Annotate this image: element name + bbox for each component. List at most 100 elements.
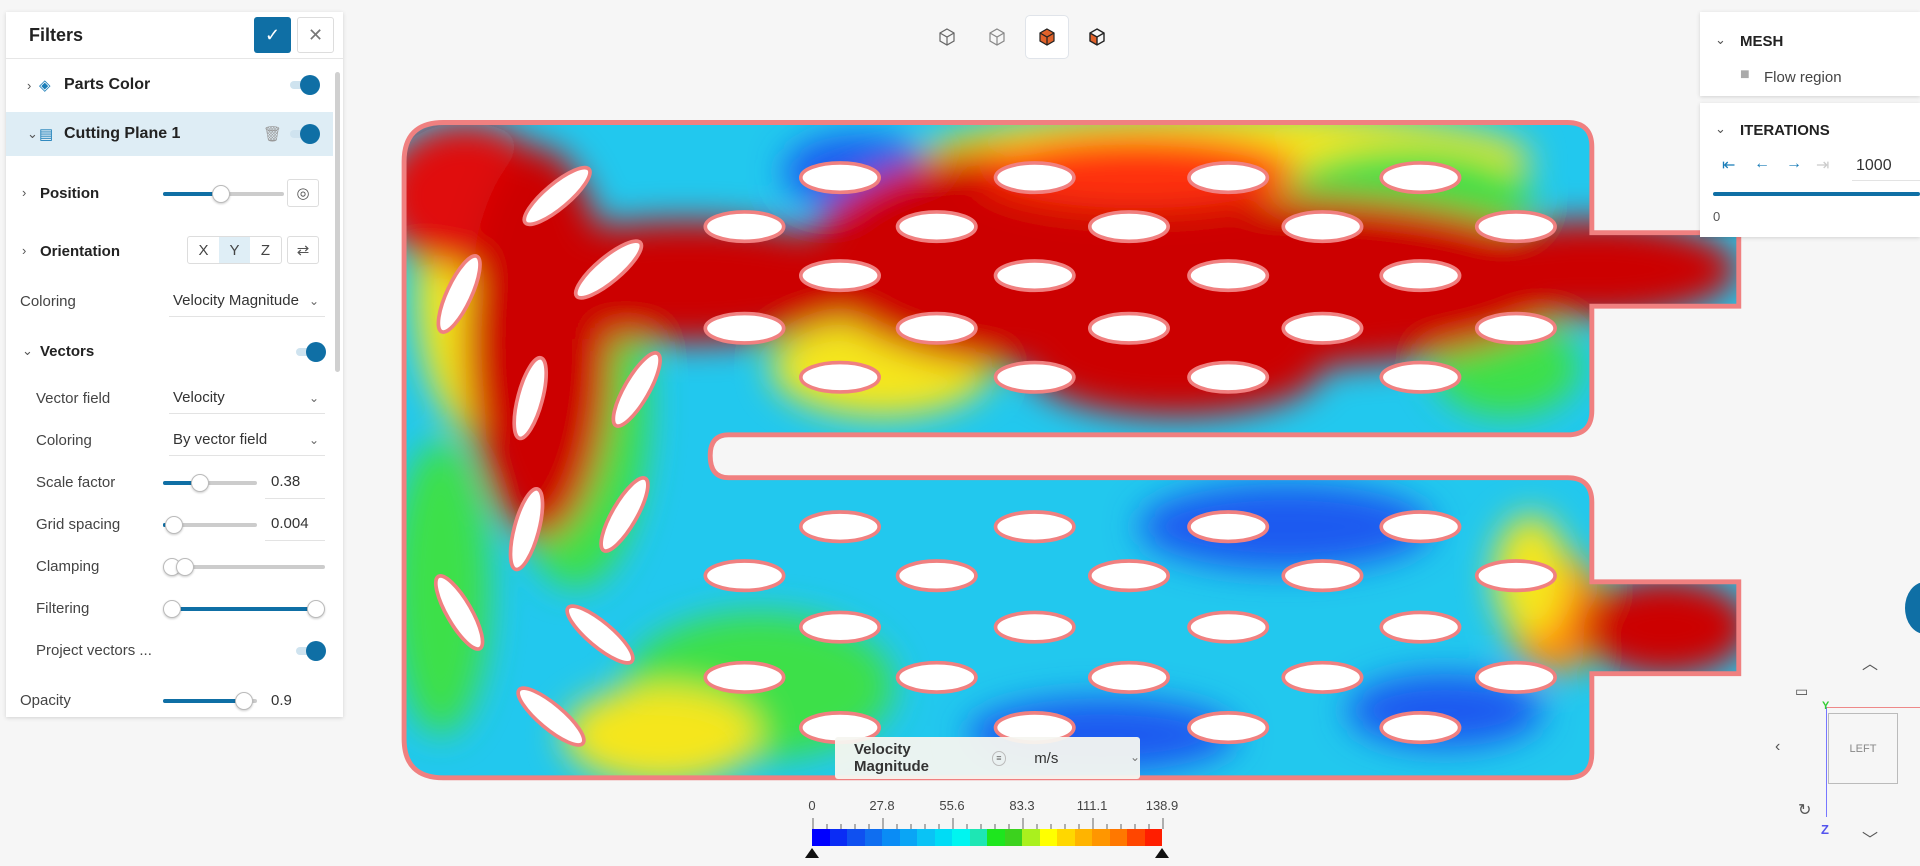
max-handle[interactable] — [1155, 848, 1169, 858]
flow-region — [1579, 578, 1739, 677]
scale-factor-label: Scale factor — [36, 474, 116, 491]
grid-spacing-input[interactable]: 0.004 — [265, 507, 325, 541]
obstacle — [1087, 559, 1170, 593]
swap-arrows-icon: ⇄ — [296, 242, 310, 259]
mesh-item-flow-region[interactable]: Flow region — [1764, 69, 1842, 86]
color-bar — [812, 829, 1162, 846]
orientation-x-button[interactable]: X — [198, 241, 209, 259]
filter-item-cutting-plane-1[interactable]: ⌄ ▤ Cutting Plane 1 🗑 — [6, 112, 333, 156]
grid-spacing-label: Grid spacing — [36, 516, 121, 533]
min-handle[interactable] — [805, 848, 819, 858]
chevron-down-icon[interactable]: ⌄ — [22, 343, 33, 358]
vector-coloring-select[interactable]: By vector field ⌄ — [169, 424, 325, 456]
visibility-button[interactable]: ◎ — [287, 179, 319, 207]
rotate-reset-icon[interactable]: ↻ — [1798, 802, 1812, 819]
cube-wireframe-icon — [939, 28, 955, 46]
outline-view-button[interactable] — [975, 15, 1019, 59]
obstacle — [798, 510, 882, 544]
obstacle — [895, 311, 978, 345]
previous-iteration-icon[interactable]: ← — [1754, 155, 1770, 172]
vector-coloring-value: By vector field — [173, 431, 268, 448]
help-button[interactable] — [1905, 582, 1920, 634]
legend-tick-label: 83.3 — [1009, 798, 1035, 813]
orientation-z-button[interactable]: Z — [260, 241, 271, 259]
chevron-down-icon[interactable]: ⌄ — [1715, 32, 1726, 47]
clamping-range-slider[interactable] — [163, 558, 325, 576]
rotate-up-icon[interactable]: ︿ — [1862, 656, 1879, 673]
obstacle — [1187, 259, 1270, 293]
iteration-input[interactable]: 1000 — [1852, 151, 1920, 181]
obstacle — [703, 210, 786, 244]
color-bar-segment — [1092, 829, 1110, 846]
coloring-select[interactable]: Velocity Magnitude ⌄ — [169, 285, 325, 317]
solid-view-button[interactable] — [1025, 15, 1069, 59]
trash-icon[interactable]: 🗑 — [263, 126, 283, 143]
opacity-slider[interactable] — [163, 692, 257, 710]
solid-edges-view-button[interactable] — [1075, 15, 1119, 59]
filters-panel: Filters ✓ ✕ › ◈ Parts Color ⌄ ▤ Cutting … — [6, 12, 343, 717]
opacity-input[interactable]: 0.9 — [271, 691, 292, 709]
cutting-plane-toggle[interactable] — [290, 124, 320, 144]
mesh-panel: ⌄ MESH ■ Flow region — [1700, 12, 1920, 96]
obstacle — [1187, 360, 1270, 394]
cube-icon: ■ — [1740, 66, 1750, 83]
first-iteration-icon[interactable]: ⇤ — [1722, 157, 1736, 174]
close-button[interactable]: ✕ — [297, 17, 334, 53]
obstacle — [1474, 559, 1557, 593]
vector-coloring-label: Coloring — [36, 432, 92, 449]
vectors-toggle[interactable] — [296, 342, 326, 362]
legend-tick-label: 0 — [808, 798, 816, 813]
chevron-down-icon[interactable]: ⌄ — [1715, 121, 1726, 136]
obstacle — [611, 351, 662, 428]
orientation-selector: X Y Z — [187, 236, 282, 264]
chevron-down-icon: ⌄ — [308, 293, 319, 308]
legend-options-icon[interactable]: ≡ — [991, 750, 1007, 766]
color-bar-segment — [829, 829, 847, 846]
scrollbar[interactable] — [335, 72, 340, 372]
view-cube-face[interactable]: LEFT — [1828, 713, 1898, 784]
camera-icon[interactable]: ▭ — [1795, 683, 1809, 699]
rotate-down-icon[interactable]: ﹀ — [1862, 832, 1879, 849]
next-iteration-icon[interactable]: → — [1786, 155, 1802, 172]
obstacle — [516, 686, 586, 747]
orientation-y-button[interactable]: Y — [219, 237, 250, 263]
grid-spacing-slider[interactable] — [163, 516, 257, 534]
vector-field-label: Vector field — [36, 390, 111, 407]
z-axis-label: Z — [1821, 822, 1829, 837]
color-bar-segment — [847, 829, 865, 846]
chevron-down-icon: ⌄ — [1129, 749, 1140, 764]
view-toolbar — [925, 15, 1119, 59]
scale-factor-slider[interactable] — [163, 474, 257, 492]
filtering-range-slider[interactable] — [163, 600, 325, 618]
obstacle — [1187, 510, 1270, 544]
obstacle — [993, 161, 1076, 195]
color-bar-segment — [917, 829, 935, 846]
unit-select[interactable]: m/s ⌄ — [1034, 750, 1140, 767]
obstacle — [703, 559, 786, 593]
chevron-right-icon[interactable]: › — [22, 185, 27, 200]
flip-orientation-button[interactable]: ⇄ — [287, 236, 319, 264]
wireframe-view-button[interactable] — [925, 15, 969, 59]
project-vectors-toggle[interactable] — [296, 641, 326, 661]
project-vectors-label: Project vectors ... — [36, 642, 152, 659]
chevron-right-icon[interactable]: › — [22, 243, 27, 258]
legend-title: Velocity Magnitude — [854, 741, 929, 775]
y-axis-label: Y — [1822, 700, 1830, 712]
vector-field-select[interactable]: Velocity ⌄ — [169, 382, 325, 414]
position-slider[interactable] — [163, 185, 284, 203]
obstacle — [1379, 711, 1462, 745]
item-label: Parts Color — [64, 76, 151, 93]
scale-factor-input[interactable]: 0.38 — [265, 465, 325, 499]
clamping-label: Clamping — [36, 558, 100, 575]
iteration-slider[interactable] — [1713, 192, 1920, 196]
filter-item-parts-color[interactable]: › ◈ Parts Color — [6, 66, 333, 104]
legend-tick-marks — [812, 818, 1164, 829]
flow-region — [1138, 483, 1433, 570]
iteration-min-label: 0 — [1713, 209, 1721, 224]
legend-tick-label: 138.9 — [1145, 798, 1179, 813]
confirm-button[interactable]: ✓ — [254, 17, 291, 53]
rotate-left-icon[interactable]: ‹ — [1775, 738, 1781, 755]
obstacle — [798, 610, 882, 644]
parts-color-toggle[interactable] — [290, 75, 320, 95]
